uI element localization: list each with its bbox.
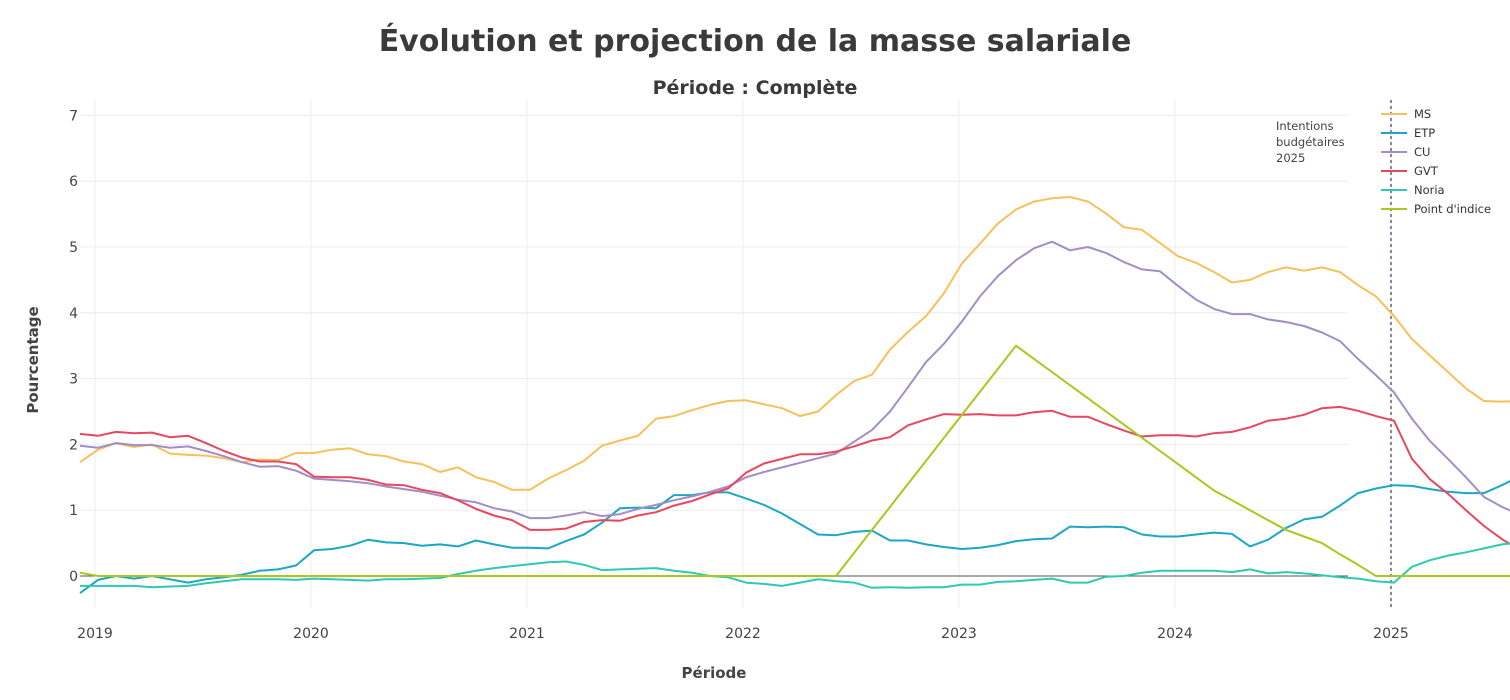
legend[interactable]: MS ETP CU GVT Noria Point d'indice [1381,107,1491,216]
legend-item-noria[interactable]: Noria [1381,183,1445,197]
chart-title: Évolution et projection de la masse sala… [379,23,1132,59]
series-lines [79,196,1510,594]
y-axis-title: Pourcentage [24,306,42,413]
annotation-line-2: budgétaires [1276,135,1345,149]
x-tick-label: 2025 [1373,626,1409,642]
y-tick-label: 6 [69,174,78,190]
x-axis-title: Période [682,664,747,682]
annotation-line-1: Intentions [1276,119,1334,133]
legend-item-etp[interactable]: ETP [1381,126,1435,140]
series-line-point-d-indice [79,344,1510,577]
x-tick-label: 2022 [725,626,761,642]
x-tick-label: 2023 [941,626,977,642]
legend-label: CU [1414,145,1430,159]
legend-label: ETP [1414,126,1435,140]
series-line-ms [79,196,1510,491]
legend-label: Noria [1414,183,1445,197]
annotation-line-3: 2025 [1276,151,1305,165]
y-tick-label: 3 [69,372,78,388]
legend-item-gvt[interactable]: GVT [1381,164,1439,178]
series-line-cu [79,240,1510,520]
series-line-etp [79,479,1510,594]
y-tick-label: 1 [69,503,78,519]
legend-item-ms[interactable]: MS [1381,107,1431,121]
x-tick-label: 2024 [1157,626,1193,642]
series-line-gvt [79,405,1510,546]
chart-subtitle: Période : Complète [653,77,858,99]
y-tick-label: 7 [69,108,78,124]
legend-label: MS [1414,107,1431,121]
y-tick-label: 5 [69,240,78,256]
y-axis-ticks: 0 1 2 3 4 5 6 7 [69,108,78,585]
legend-label: GVT [1414,164,1439,178]
y-tick-label: 0 [69,569,78,585]
x-tick-label: 2021 [509,626,545,642]
x-axis-ticks: 2019 2020 2021 2022 2023 2024 2025 [77,626,1409,642]
y-tick-label: 4 [69,306,78,322]
legend-item-point-d-indice[interactable]: Point d'indice [1381,202,1491,216]
projection-annotation: Intentions budgétaires 2025 [1276,119,1345,165]
x-tick-label: 2019 [77,626,113,642]
legend-item-cu[interactable]: CU [1381,145,1430,159]
legend-label: Point d'indice [1414,202,1491,216]
series-line-noria [80,542,1510,589]
gridlines [80,100,1392,608]
y-tick-label: 2 [69,437,78,453]
x-tick-label: 2020 [293,626,329,642]
